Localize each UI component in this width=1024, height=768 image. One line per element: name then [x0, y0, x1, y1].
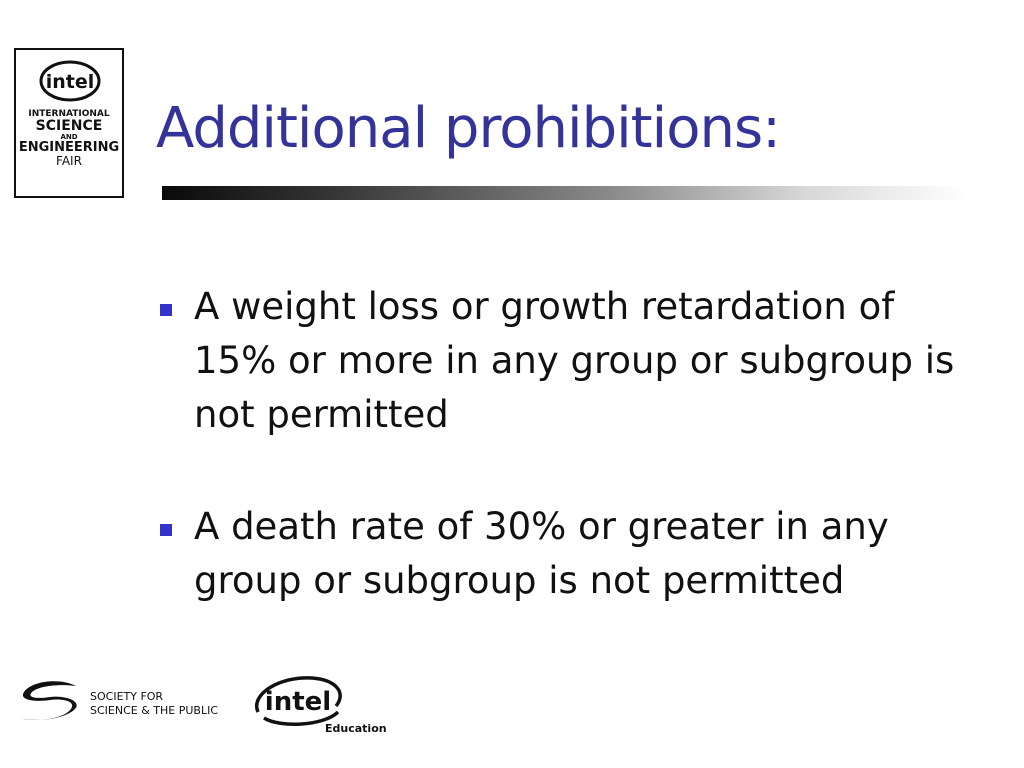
- bullet-item: A weight loss or growth retardation of 1…: [158, 280, 978, 442]
- footer-intel-mark: intel: [265, 687, 331, 717]
- isef-logo-text: INTERNATIONAL SCIENCE AND ENGINEERING FA…: [16, 109, 122, 169]
- title-divider: [162, 186, 968, 200]
- intel-oval-icon: intel: [254, 676, 342, 726]
- isef-line-science: SCIENCE: [35, 118, 103, 135]
- education-label: Education: [325, 722, 387, 735]
- intel-logo-icon: intel: [39, 60, 101, 102]
- intel-education-logo: intel Education: [250, 672, 390, 742]
- society-swirl-icon: [20, 681, 77, 720]
- society-line-2: SCIENCE & THE PUBLIC: [90, 704, 219, 717]
- society-name: SOCIETY FOR SCIENCE & THE PUBLIC: [90, 690, 218, 718]
- square-bullet-icon: [160, 304, 172, 316]
- isef-line-fair: FAIR: [56, 154, 82, 169]
- isef-line-engineering: ENGINEERING: [18, 140, 120, 156]
- isef-intel-mark: intel: [46, 71, 95, 93]
- society-logo: SOCIETY FOR SCIENCE & THE PUBLIC: [14, 678, 244, 728]
- bullet-text: A death rate of 30% or greater in any gr…: [194, 505, 889, 602]
- slide-title: Additional prohibitions:: [156, 96, 781, 161]
- bullet-list: A weight loss or growth retardation of 1…: [158, 280, 978, 666]
- bullet-item: A death rate of 30% or greater in any gr…: [158, 500, 978, 608]
- square-bullet-icon: [160, 524, 172, 536]
- isef-line-international: INTERNATIONAL: [28, 109, 110, 119]
- isef-logo: intel INTERNATIONAL SCIENCE AND ENGINEER…: [14, 48, 124, 198]
- society-line-1: SOCIETY FOR: [90, 690, 164, 703]
- bullet-text: A weight loss or growth retardation of 1…: [194, 285, 955, 436]
- isef-line-and: AND: [60, 133, 78, 142]
